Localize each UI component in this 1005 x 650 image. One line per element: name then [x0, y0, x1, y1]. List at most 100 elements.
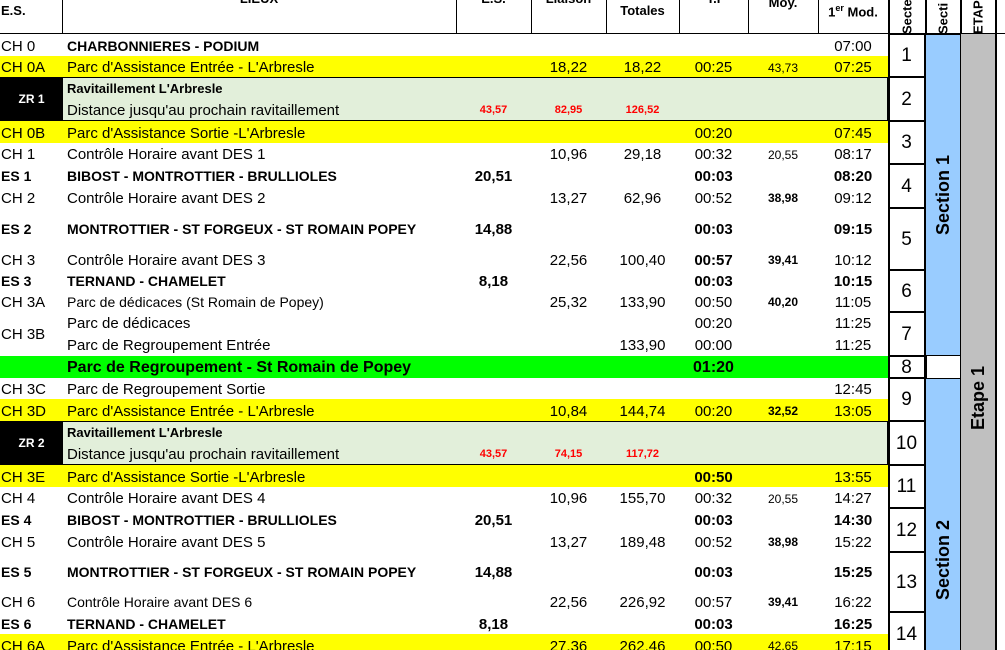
section-label: Section 1: [933, 154, 953, 236]
row-band: [0, 634, 888, 650]
cell-totales: 189,48: [619, 533, 666, 551]
step-number: 5: [888, 208, 925, 270]
cell-moy: 32,52: [767, 404, 799, 418]
cell-mod: 16:22: [834, 593, 872, 611]
cell-lieu: Ravitaillement L'Arbresle: [67, 424, 223, 440]
step-number: 9: [888, 378, 925, 421]
step-number: 3: [888, 121, 925, 164]
cell-liaison: 82,95: [554, 103, 583, 116]
cell-code: CH 3: [1, 251, 36, 269]
etape-label: Etape 1: [968, 365, 988, 431]
cell-es: 20,51: [474, 167, 513, 185]
cell-mod: 12:45: [834, 381, 872, 398]
cell-mod: 15:25: [833, 563, 873, 581]
cell-lieu: Contrôle Horaire avant DES 4: [67, 490, 266, 507]
cell-lieu: Parc d'Assistance Entrée - L'Arbresle: [67, 402, 315, 420]
cell-liaison: 10,96: [549, 146, 588, 163]
header-divider: [531, 0, 532, 34]
row-band: [0, 399, 888, 421]
cell-mod: 08:17: [834, 146, 872, 163]
cell-es: 14,88: [474, 220, 513, 238]
column-header: LIEUX: [62, 0, 456, 8]
vertical-header: ETAP: [970, 0, 985, 34]
cell-ti: 00:52: [694, 189, 733, 207]
row-band: [0, 121, 888, 143]
cell-mod: 14:30: [833, 511, 873, 529]
cell-ti: 00:52: [694, 533, 733, 551]
cell-code: ES 6: [1, 616, 32, 632]
step-number: 4: [888, 164, 925, 208]
row-band: [0, 56, 888, 77]
cell-lieu: Parc d'Assistance Entrée - L'Arbresle: [67, 59, 315, 76]
cell-totales: 29,18: [623, 146, 662, 163]
cell-totales: 18,22: [623, 59, 662, 76]
cell-mod: 17:15: [834, 637, 872, 650]
cell-code: CH 3D: [1, 402, 47, 420]
cell-code: CH 0B: [1, 124, 46, 142]
cell-lieu: Contrôle Horaire avant DES 2: [67, 189, 266, 207]
cell-lieu: TERNAND - CHAMELET: [67, 273, 226, 289]
header-text: er: [835, 3, 844, 13]
column-header: T.I: [679, 0, 748, 8]
header-divider: [456, 0, 457, 34]
step-number: 1: [888, 34, 925, 77]
step-number: 2: [888, 77, 925, 121]
zr-label-bg: [0, 421, 62, 465]
row-band: [0, 356, 888, 378]
cell-liaison: 18,22: [549, 59, 588, 76]
cell-moy: 38,98: [767, 191, 799, 205]
header-text: 1: [828, 4, 836, 20]
vertical-header: Secte: [899, 0, 914, 34]
column-header: Liaison: [531, 0, 606, 8]
header-divider: [748, 0, 749, 34]
cell-ti: 00:20: [694, 124, 733, 142]
cell-code: CH 3B: [1, 325, 46, 343]
cell-lieu: BIBOST - MONTROTTIER - BRULLIOLES: [67, 512, 337, 528]
cell-es: 8,18: [478, 272, 509, 290]
cell-mod: 14:27: [834, 490, 872, 507]
cell-ti: 00:03: [694, 167, 733, 185]
cell-lieu: Parc de Regroupement - St Romain de Pope…: [67, 359, 412, 376]
column-header: Moy.: [768, 0, 798, 10]
cell-moy: 39,41: [767, 253, 799, 267]
step-number: 11: [888, 465, 925, 508]
cell-mod: 08:20: [833, 167, 873, 185]
cell-totales: 133,90: [619, 336, 666, 354]
cell-lieu: Contrôle Horaire avant DES 5: [67, 533, 266, 551]
cell-ti: 01:20: [693, 359, 734, 376]
cell-liaison: 10,84: [549, 402, 588, 420]
cell-liaison: 22,56: [549, 593, 588, 611]
cell-code: CH 3C: [1, 381, 47, 398]
cell-lieu: Parc d'Assistance Entrée - L'Arbresle: [67, 637, 315, 650]
header-text: Mod.: [847, 4, 878, 20]
cell-ti: 00:03: [694, 272, 733, 290]
cell-mod: 13:55: [834, 468, 872, 486]
cell-lieu: MONTROTTIER - ST FORGEUX - ST ROMAIN POP…: [67, 564, 417, 580]
cell-totales: 226,92: [619, 593, 666, 611]
cell-ti: 00:20: [694, 314, 733, 332]
cell-mod: 07:45: [834, 124, 872, 142]
column-divider: [995, 0, 997, 650]
cell-code: ES 1: [1, 168, 32, 184]
cell-mod: 07:00: [834, 37, 872, 55]
header-divider: [62, 0, 63, 34]
step-number: 14: [888, 612, 925, 650]
cell-totales: 144,74: [619, 402, 666, 420]
row-band: [0, 465, 888, 487]
cell-code: CH 0: [1, 37, 36, 55]
cell-totales: 62,96: [623, 189, 662, 207]
step-number: 7: [888, 312, 925, 356]
cell-moy: 39,41: [767, 595, 799, 609]
step-number: 8: [888, 356, 925, 378]
cell-mod: 15:22: [834, 533, 872, 551]
cell-code: ZR 1: [18, 92, 45, 106]
cell-code: CH 3A: [1, 293, 46, 311]
cell-lieu: TERNAND - CHAMELET: [67, 616, 226, 632]
cell-lieu: Parc d'Assistance Sortie -L'Arbresle: [67, 124, 306, 142]
vertical-header: Secti: [935, 2, 950, 34]
cell-ti: 00:32: [694, 490, 733, 507]
cell-mod: 13:05: [834, 402, 872, 420]
cell-lieu: Parc de Regroupement Sortie: [67, 381, 266, 398]
step-number: 10: [888, 421, 925, 465]
